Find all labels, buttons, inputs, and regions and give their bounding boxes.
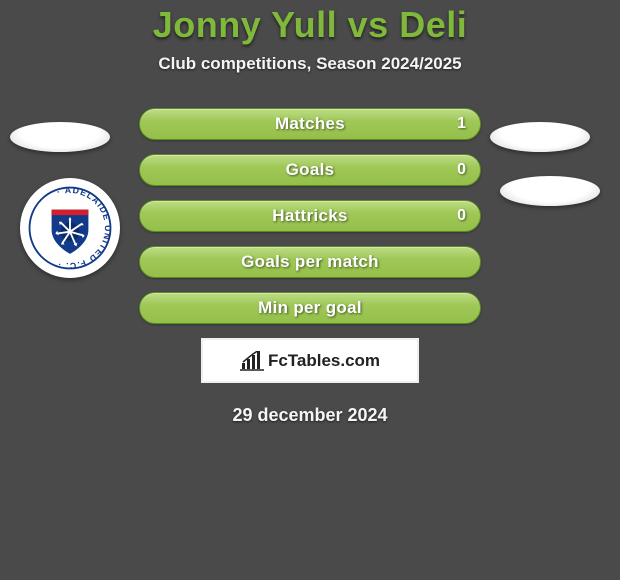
stat-bar-hattricks: Hattricks 0 bbox=[139, 200, 481, 232]
stat-label: Goals per match bbox=[140, 252, 480, 272]
stat-value: 0 bbox=[457, 207, 466, 225]
player-right-placeholder-icon bbox=[490, 122, 590, 152]
stat-value: 1 bbox=[457, 115, 466, 133]
stat-label: Min per goal bbox=[140, 298, 480, 318]
comparison-card: Jonny Yull vs Deli Club competitions, Se… bbox=[0, 0, 620, 580]
player-left-placeholder-icon bbox=[10, 122, 110, 152]
subtitle: Club competitions, Season 2024/2025 bbox=[0, 54, 620, 74]
bar-chart-icon bbox=[240, 351, 264, 371]
page-title: Jonny Yull vs Deli bbox=[0, 4, 620, 46]
stats-bars: Matches 1 Goals 0 Hattricks 0 Goals per … bbox=[139, 108, 481, 324]
date-text: 29 december 2024 bbox=[0, 405, 620, 426]
branding-inner: FcTables.com bbox=[203, 340, 417, 381]
stat-label: Hattricks bbox=[140, 206, 480, 226]
branding-box[interactable]: FcTables.com bbox=[201, 338, 419, 383]
adelaide-united-crest-icon: · ADELAIDE UNITED F.C. · bbox=[24, 182, 116, 274]
stat-value: 0 bbox=[457, 161, 466, 179]
stat-bar-goals-per-match: Goals per match bbox=[139, 246, 481, 278]
stat-bar-matches: Matches 1 bbox=[139, 108, 481, 140]
stat-bar-min-per-goal: Min per goal bbox=[139, 292, 481, 324]
club-badge-left: · ADELAIDE UNITED F.C. · bbox=[20, 178, 120, 278]
player-right-secondary-placeholder-icon bbox=[500, 176, 600, 206]
stat-label: Goals bbox=[140, 160, 480, 180]
stat-label: Matches bbox=[140, 114, 480, 134]
branding-text: FcTables.com bbox=[268, 351, 380, 371]
stat-bar-goals: Goals 0 bbox=[139, 154, 481, 186]
